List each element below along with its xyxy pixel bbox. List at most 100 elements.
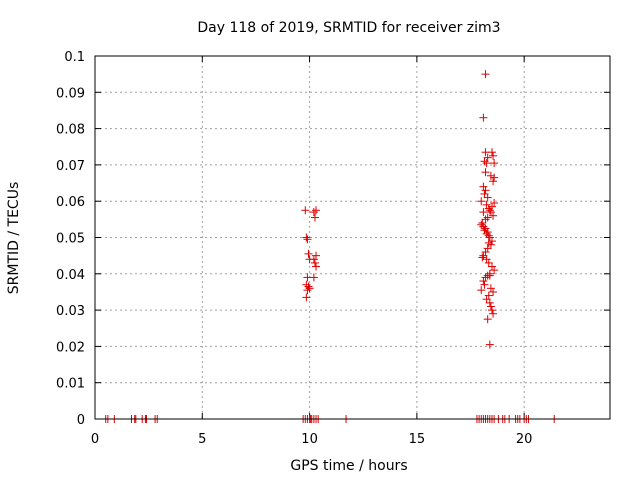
y-tick-label: 0 bbox=[77, 413, 85, 428]
data-point bbox=[486, 284, 495, 293]
data-point bbox=[478, 218, 487, 227]
data-point bbox=[486, 208, 495, 217]
x-tick-label: 10 bbox=[301, 432, 318, 447]
chart-title: Day 118 of 2019, SRMTID for receiver zim… bbox=[197, 20, 500, 36]
y-tick-label: 0.09 bbox=[56, 86, 85, 101]
data-point bbox=[482, 229, 491, 238]
data-point bbox=[483, 228, 492, 237]
data-point bbox=[481, 248, 490, 257]
data-point bbox=[482, 200, 491, 209]
y-tick-label: 0.06 bbox=[56, 195, 85, 210]
data-point bbox=[305, 284, 314, 293]
data-point bbox=[303, 235, 312, 244]
data-point bbox=[477, 197, 486, 206]
data-point bbox=[483, 213, 492, 222]
data-point bbox=[479, 113, 488, 122]
data-point bbox=[490, 266, 499, 275]
data-point bbox=[486, 302, 495, 311]
data-point bbox=[487, 148, 496, 157]
data-point bbox=[302, 293, 311, 302]
data-point bbox=[480, 157, 489, 166]
data-point bbox=[484, 291, 493, 300]
x-tick-label: 20 bbox=[516, 432, 533, 447]
data-point bbox=[480, 189, 489, 198]
data-point bbox=[484, 258, 493, 267]
y-axis-label: SRMTID / TECUs bbox=[6, 182, 22, 295]
data-point bbox=[487, 262, 496, 271]
data-point bbox=[486, 240, 495, 249]
data-point bbox=[480, 226, 489, 235]
data-point bbox=[479, 277, 488, 286]
data-point bbox=[483, 244, 492, 253]
data-point bbox=[489, 309, 498, 318]
data-point bbox=[480, 280, 489, 289]
x-tick-label: 15 bbox=[409, 432, 426, 447]
data-point bbox=[309, 208, 318, 217]
data-point bbox=[481, 186, 490, 195]
data-point bbox=[481, 215, 490, 224]
data-point bbox=[489, 177, 498, 186]
y-tick-label: 0.02 bbox=[56, 340, 85, 355]
data-point bbox=[489, 287, 498, 296]
data-point bbox=[479, 182, 488, 191]
data-point bbox=[477, 286, 486, 295]
data-point bbox=[481, 224, 490, 233]
data-point bbox=[485, 298, 494, 307]
data-point bbox=[312, 251, 321, 260]
data-point bbox=[301, 206, 310, 215]
data-point bbox=[478, 253, 487, 262]
data-point bbox=[485, 271, 494, 280]
data-point bbox=[304, 282, 313, 291]
data-point bbox=[484, 238, 493, 247]
data-point bbox=[481, 70, 490, 79]
x-tick-labels: 0 5 10 15 20 bbox=[91, 432, 533, 447]
data-point bbox=[487, 237, 496, 246]
data-point bbox=[490, 199, 499, 208]
data-point bbox=[309, 273, 318, 282]
y-tick-label: 0.01 bbox=[56, 377, 85, 392]
data-point bbox=[482, 295, 491, 304]
x-tick-label: 5 bbox=[198, 432, 206, 447]
grid-lines bbox=[95, 56, 610, 419]
data-point bbox=[303, 286, 312, 295]
y-tick-label: 0.1 bbox=[64, 50, 85, 65]
data-point bbox=[490, 159, 499, 168]
data-point bbox=[312, 206, 321, 215]
data-point bbox=[483, 315, 492, 324]
data-point bbox=[487, 202, 496, 211]
data-point bbox=[483, 193, 492, 202]
y-tick-label: 0.07 bbox=[56, 159, 85, 174]
y-tick-label: 0.08 bbox=[56, 123, 85, 138]
data-point bbox=[304, 249, 313, 258]
y-tick-label: 0.04 bbox=[56, 268, 85, 283]
data-point bbox=[310, 258, 319, 267]
data-point bbox=[477, 220, 486, 229]
data-point bbox=[310, 213, 319, 222]
data-point bbox=[479, 222, 488, 231]
data-point bbox=[485, 340, 494, 349]
data-point bbox=[481, 273, 490, 282]
data-point bbox=[302, 233, 311, 242]
x-tick-label: 0 bbox=[91, 432, 99, 447]
data-points bbox=[101, 70, 559, 423]
axis-ticks bbox=[94, 55, 610, 420]
plot-frame bbox=[94, 55, 611, 420]
data-point bbox=[312, 262, 321, 271]
data-point bbox=[486, 171, 495, 180]
y-tick-label: 0.03 bbox=[56, 304, 85, 319]
data-point bbox=[483, 153, 492, 162]
y-tick-labels: 0 0.01 0.02 0.03 0.04 0.05 0.06 0.07 0.08 0.09 0.1 bbox=[56, 50, 85, 428]
data-point bbox=[489, 151, 498, 160]
x-axis-label: GPS time / hours bbox=[290, 458, 407, 474]
data-point bbox=[479, 208, 488, 217]
data-point bbox=[487, 306, 496, 315]
data-point bbox=[479, 251, 488, 260]
data-point bbox=[484, 231, 493, 240]
data-point bbox=[490, 173, 499, 182]
data-point bbox=[484, 204, 493, 213]
data-point bbox=[485, 206, 494, 215]
data-point bbox=[482, 255, 491, 264]
data-point bbox=[482, 159, 491, 168]
data-point bbox=[481, 168, 490, 177]
